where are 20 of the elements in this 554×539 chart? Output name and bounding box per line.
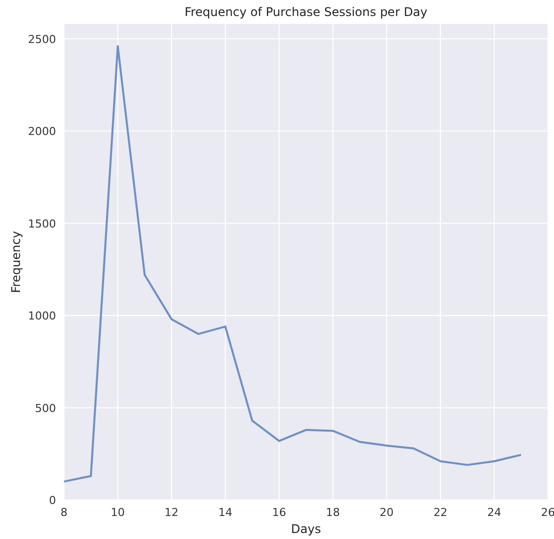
chart-title: Frequency of Purchase Sessions per Day xyxy=(184,5,428,19)
y-axis-title: Frequency xyxy=(9,231,23,293)
y-tick-label: 2500 xyxy=(28,32,56,46)
x-tick-label: 16 xyxy=(272,506,286,519)
y-tick-label: 2000 xyxy=(28,125,56,138)
x-tick-label: 20 xyxy=(380,506,394,519)
x-tick-label: 14 xyxy=(218,506,232,519)
y-tick-label: 500 xyxy=(35,402,56,415)
x-tick-label: 10 xyxy=(110,506,125,519)
x-tick-label: 22 xyxy=(433,506,448,519)
x-tick-label: 8 xyxy=(60,506,68,519)
line-series xyxy=(63,45,522,483)
x-tick-label: 12 xyxy=(164,506,179,519)
x-tick-label: 18 xyxy=(326,506,340,519)
x-axis-title: Days xyxy=(291,522,321,536)
y-tick-label: 1000 xyxy=(28,310,56,323)
x-tick-label: 24 xyxy=(487,506,502,519)
y-tick-label: 1500 xyxy=(28,217,56,230)
y-tick-label: 0 xyxy=(49,494,56,507)
x-tick-label: 26 xyxy=(541,506,554,519)
